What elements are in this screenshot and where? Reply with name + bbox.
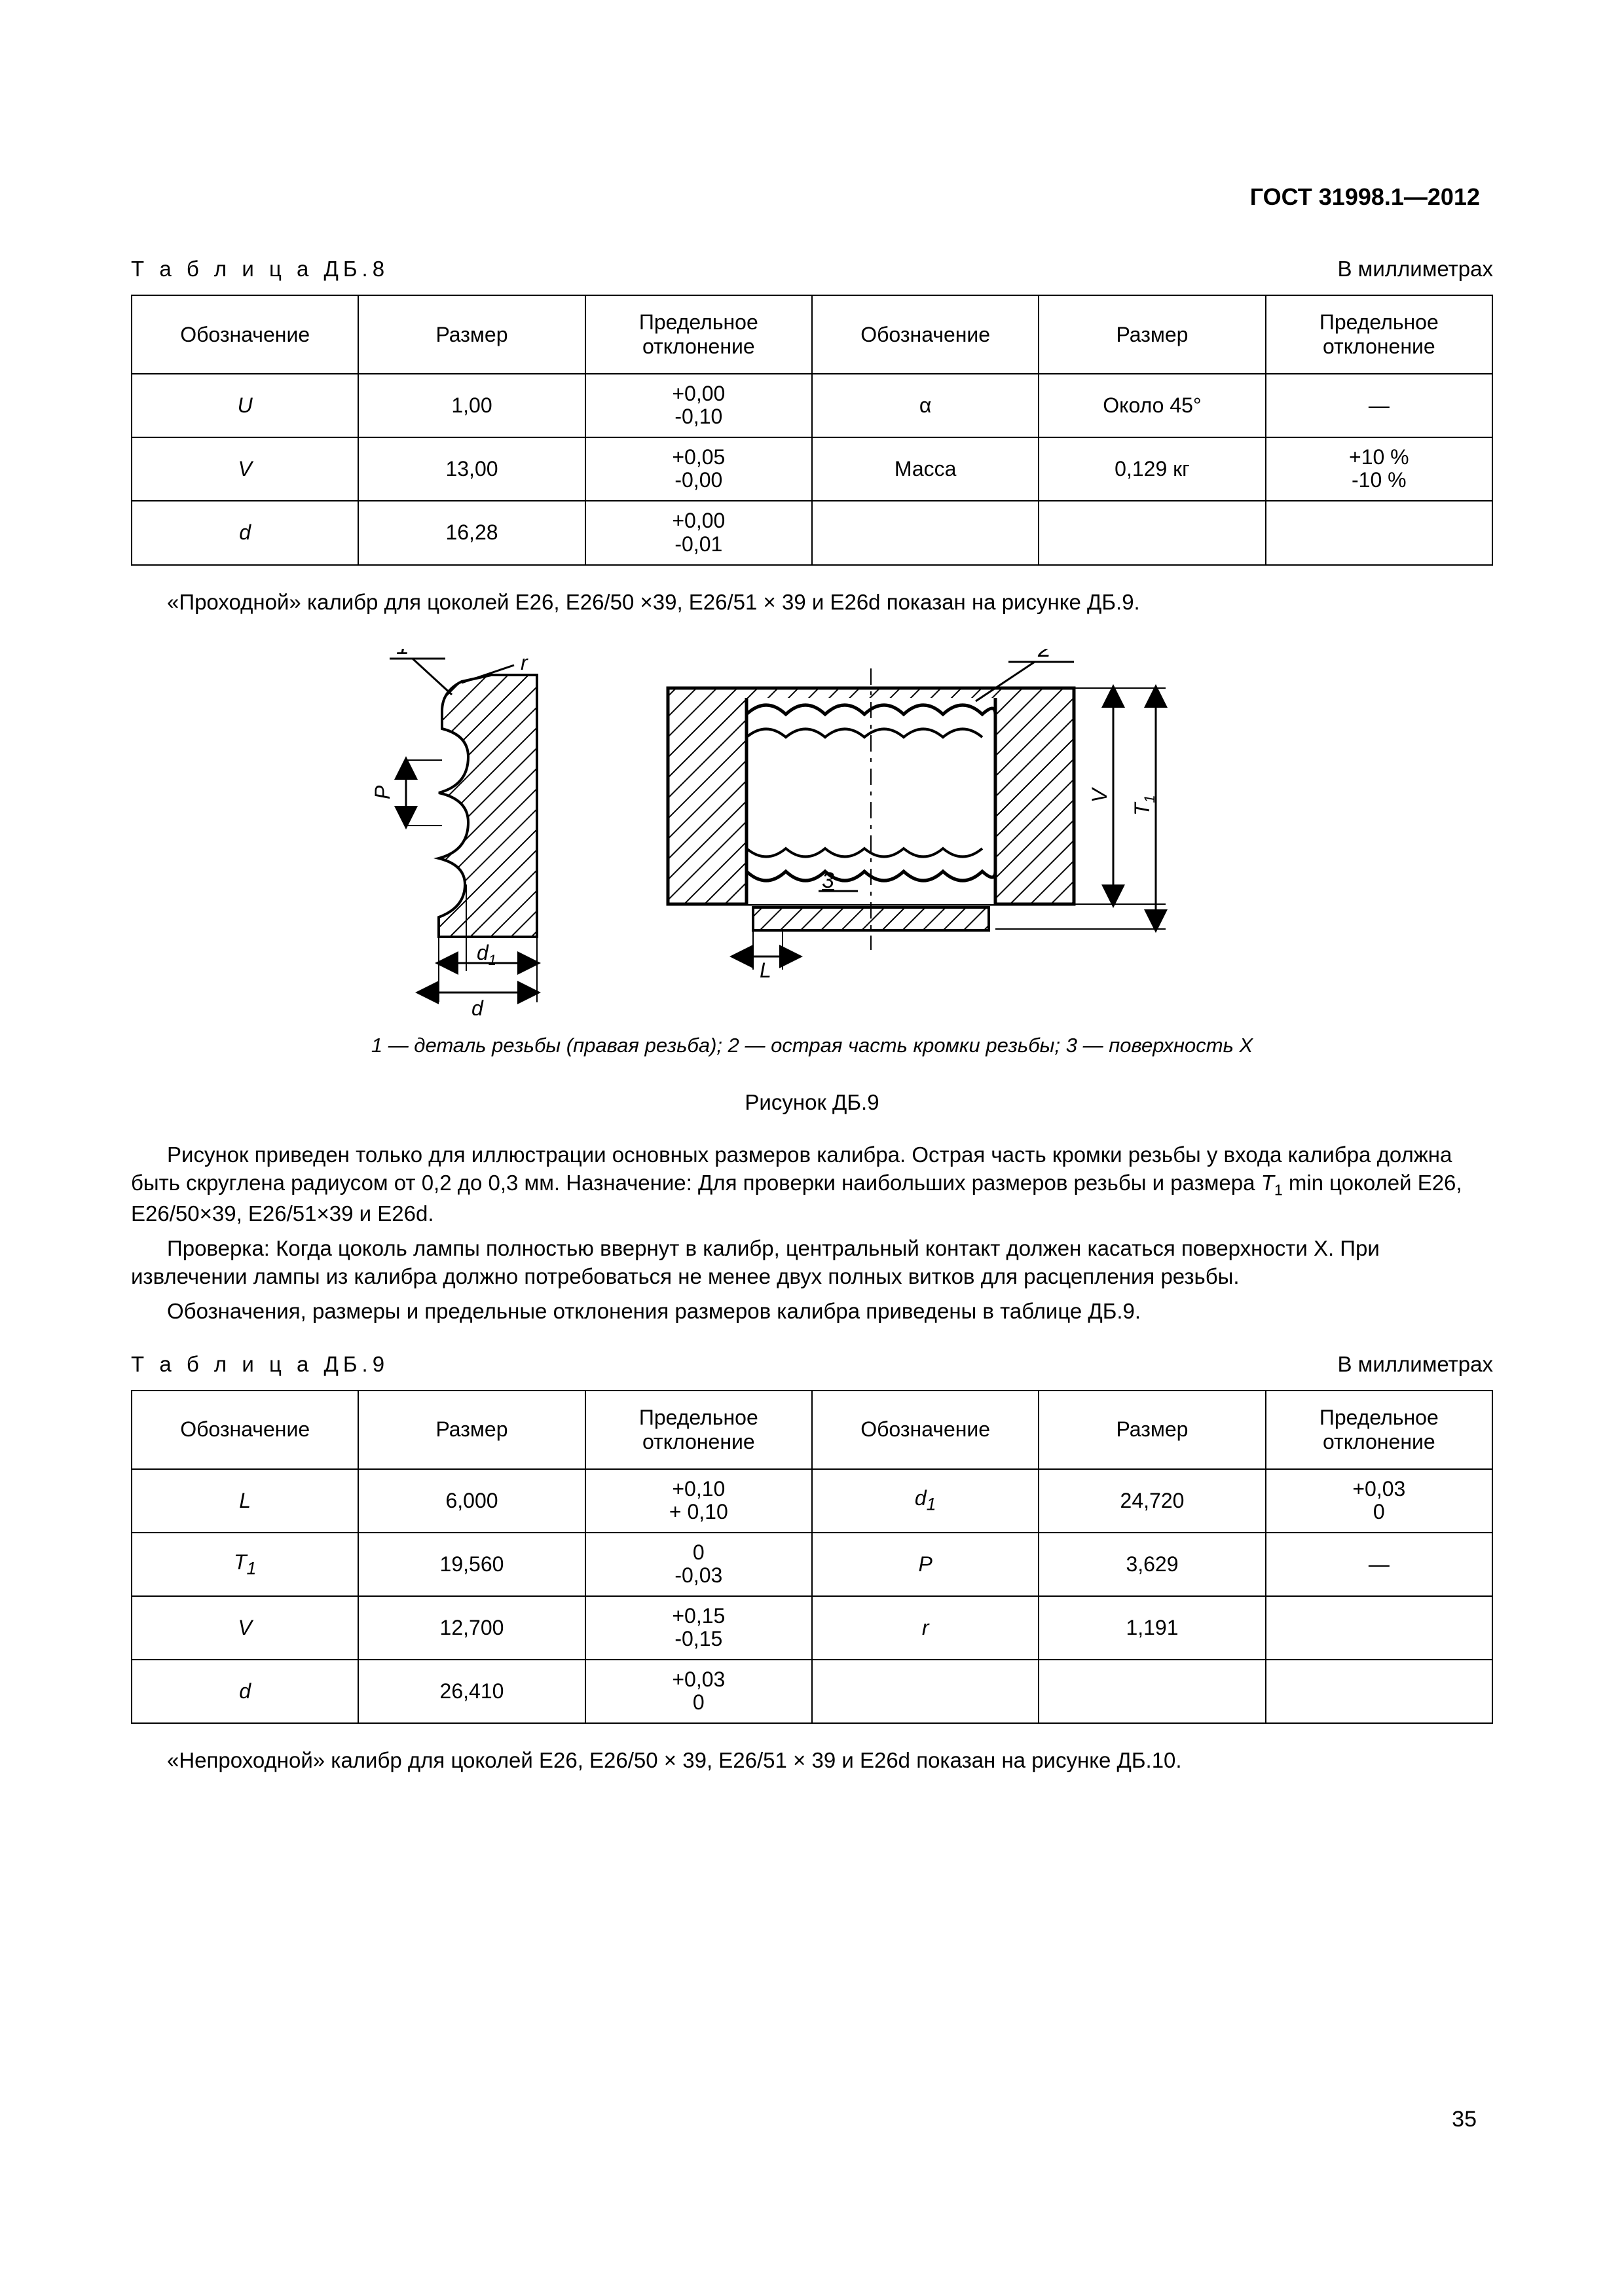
t9-r0-b: 6,000 — [358, 1469, 585, 1533]
t8-r0-a: U — [132, 374, 358, 437]
t8-r0-e: Около 45° — [1039, 374, 1265, 437]
t9-r1-c: 0-0,03 — [585, 1533, 812, 1596]
page-number: 35 — [1452, 2107, 1477, 2132]
para-block-2: Проверка: Когда цоколь лампы полностью в… — [131, 1235, 1493, 1291]
figure-db9: r 1 P d1 d — [354, 649, 1270, 1021]
svg-text:T1: T1 — [1130, 795, 1158, 816]
t9-r1-f: — — [1266, 1533, 1492, 1596]
t8-r1-a: V — [132, 437, 358, 501]
table-row: V 12,700 +0,15-0,15 r 1,191 — [132, 1596, 1492, 1660]
t9-h3: Обозначение — [812, 1391, 1039, 1469]
para-after-t8: «Проходной» калибр для цоколей Е26, Е26/… — [131, 589, 1493, 617]
dim-r: r — [521, 651, 528, 674]
t9-r0-f: +0,030 — [1266, 1469, 1492, 1533]
callout-1: 1 — [396, 649, 409, 659]
t8-h1: Размер — [358, 295, 585, 374]
t8-r2-c: +0,00-0,01 — [585, 501, 812, 564]
table-row: T1 19,560 0-0,03 P 3,629 — — [132, 1533, 1492, 1596]
t9-h2: Предельное отклонение — [585, 1391, 812, 1469]
t9-h5: Предельное отклонение — [1266, 1391, 1492, 1469]
t9-r2-a: V — [132, 1596, 358, 1660]
callout-3: 3 — [822, 868, 834, 893]
t8-r0-f: — — [1266, 374, 1492, 437]
t8-r1-d: Масса — [812, 437, 1039, 501]
standard-code: ГОСТ 31998.1—2012 — [131, 183, 1493, 211]
t8-r0-b: 1,00 — [358, 374, 585, 437]
figure-db9-svg: r 1 P d1 d — [354, 649, 1270, 1015]
t8-h0: Обозначение — [132, 295, 358, 374]
figure9-caption: 1 — деталь резьбы (правая резьба); 2 — о… — [131, 1034, 1493, 1057]
para-block-3: Обозначения, размеры и предельные отклон… — [131, 1298, 1493, 1326]
t9-r2-d: r — [812, 1596, 1039, 1660]
svg-text:d1: d1 — [477, 941, 496, 968]
table-row: L 6,000 +0,10+ 0,10 d1 24,720 +0,030 — [132, 1469, 1492, 1533]
t8-h3: Обозначение — [812, 295, 1039, 374]
t8-h5: Предельное отклонение — [1266, 295, 1492, 374]
t8-r2-e — [1039, 501, 1265, 564]
t9-r3-c: +0,030 — [585, 1660, 812, 1723]
t9-r1-d: P — [812, 1533, 1039, 1596]
t9-r3-e — [1039, 1660, 1265, 1723]
t8-r2-b: 16,28 — [358, 501, 585, 564]
t9-r2-e: 1,191 — [1039, 1596, 1265, 1660]
t9-r1-b: 19,560 — [358, 1533, 585, 1596]
t8-r1-f: +10 %-10 % — [1266, 437, 1492, 501]
table-row: d 16,28 +0,00-0,01 — [132, 501, 1492, 564]
para-block-1: Рисунок приведен только для иллюстрации … — [131, 1141, 1493, 1228]
table-row: U 1,00 +0,00-0,10 α Около 45° — — [132, 374, 1492, 437]
table-row: V 13,00 +0,05-0,00 Масса 0,129 кг +10 %-… — [132, 437, 1492, 501]
t8-r2-d — [812, 501, 1039, 564]
t8-r1-c: +0,05-0,00 — [585, 437, 812, 501]
t9-h4: Размер — [1039, 1391, 1265, 1469]
t8-r0-c: +0,00-0,10 — [585, 374, 812, 437]
t9-r0-e: 24,720 — [1039, 1469, 1265, 1533]
table9-label-row: Т а б л и ц а ДБ.9 В миллиметрах — [131, 1352, 1493, 1377]
t8-h4: Размер — [1039, 295, 1265, 374]
t9-r3-a: d — [132, 1660, 358, 1723]
table-row: d 26,410 +0,030 — [132, 1660, 1492, 1723]
table8-units: В миллиметрах — [1337, 257, 1493, 282]
dim-V: V — [1088, 787, 1111, 803]
figure9-title: Рисунок ДБ.9 — [131, 1090, 1493, 1115]
t9-r0-a: L — [132, 1469, 358, 1533]
table9-label: Т а б л и ц а ДБ.9 — [131, 1352, 389, 1377]
t8-r1-e: 0,129 кг — [1039, 437, 1265, 501]
dim-d: d — [471, 996, 484, 1015]
t9-r2-f — [1266, 1596, 1492, 1660]
dim-L: L — [760, 958, 771, 982]
t8-h2: Предельное отклонение — [585, 295, 812, 374]
table9-units: В миллиметрах — [1337, 1352, 1493, 1377]
t9-r2-b: 12,700 — [358, 1596, 585, 1660]
t9-r3-d — [812, 1660, 1039, 1723]
t9-r0-c: +0,10+ 0,10 — [585, 1469, 812, 1533]
t8-r0-d: α — [812, 374, 1039, 437]
t9-r1-e: 3,629 — [1039, 1533, 1265, 1596]
t9-r2-c: +0,15-0,15 — [585, 1596, 812, 1660]
dim-P: P — [371, 785, 394, 799]
table8-label: Т а б л и ц а ДБ.8 — [131, 257, 389, 282]
t9-r3-f — [1266, 1660, 1492, 1723]
t9-r3-b: 26,410 — [358, 1660, 585, 1723]
table-db9: Обозначение Размер Предельное отклонение… — [131, 1390, 1493, 1724]
t9-r0-d: d1 — [812, 1469, 1039, 1533]
t9-h0: Обозначение — [132, 1391, 358, 1469]
para-after-t9: «Непроходной» калибр для цоколей Е26, Е2… — [131, 1747, 1493, 1775]
t9-h1: Размер — [358, 1391, 585, 1469]
table-db8: Обозначение Размер Предельное отклонение… — [131, 295, 1493, 566]
t8-r2-a: d — [132, 501, 358, 564]
t9-r1-a: T1 — [132, 1533, 358, 1596]
dim-d1: d — [477, 941, 489, 964]
t8-r1-b: 13,00 — [358, 437, 585, 501]
t8-r2-f — [1266, 501, 1492, 564]
callout-2: 2 — [1037, 649, 1051, 662]
table8-label-row: Т а б л и ц а ДБ.8 В миллиметрах — [131, 257, 1493, 282]
